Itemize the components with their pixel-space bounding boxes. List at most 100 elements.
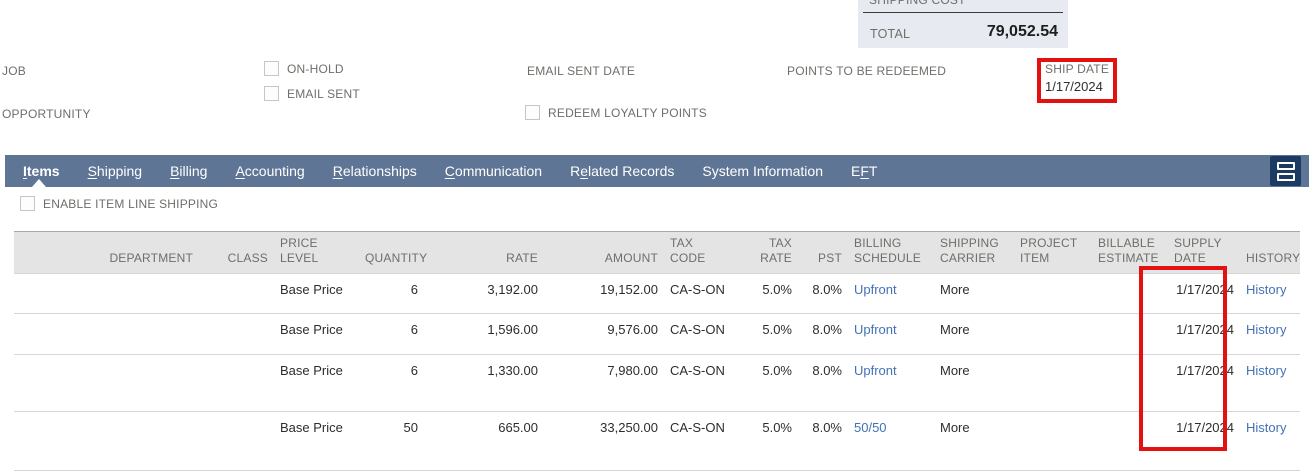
shipping-carrier-cell: More xyxy=(940,322,970,337)
tax-rate-cell: 5.0% xyxy=(762,282,792,297)
pst-cell: 8.0% xyxy=(812,363,842,378)
tax-code-cell: CA-S-ON xyxy=(670,420,725,435)
tab-communication[interactable]: Communication xyxy=(444,163,543,179)
rate-cell: 665.00 xyxy=(498,420,538,435)
enable-item-line-shipping-label: ENABLE ITEM LINE SHIPPING xyxy=(43,196,219,211)
pst-cell: 8.0% xyxy=(812,322,842,337)
class-cell xyxy=(199,355,274,412)
billable-estimate-cell xyxy=(1092,274,1168,314)
project-item-cell xyxy=(1014,274,1092,314)
billing-schedule-link[interactable]: 50/50 xyxy=(854,420,887,435)
checkbox-icon[interactable] xyxy=(20,196,35,211)
history-link[interactable]: History xyxy=(1246,420,1287,435)
layout-rows-icon[interactable] xyxy=(1270,156,1301,186)
table-row: Base Price 6 1,330.00 7,980.00 CA-S-ON 5.0% 8.… xyxy=(14,354,1300,412)
billing-schedule-link[interactable]: Upfront xyxy=(854,322,897,337)
supply-date-cell: 1/17/2024 xyxy=(1176,363,1234,378)
department-cell xyxy=(99,314,199,355)
department-cell xyxy=(99,355,199,412)
shipping-carrier-cell: More xyxy=(940,420,970,435)
col-supply-date: SUPPLY DATE xyxy=(1174,236,1222,265)
price-level-cell: Base Price xyxy=(280,282,343,297)
billable-estimate-cell xyxy=(1092,314,1168,355)
tax-code-cell: CA-S-ON xyxy=(670,322,725,337)
tax-code-cell: CA-S-ON xyxy=(670,363,725,378)
class-cell xyxy=(199,274,274,314)
total-value: 79,052.54 xyxy=(986,23,1058,40)
price-level-cell: Base Price xyxy=(280,322,343,337)
ship-date-field: SHIP DATE 1/17/2024 xyxy=(1045,62,1109,94)
total-label: TOTAL xyxy=(870,27,911,41)
order-summary-box: SHIPPING COST TOTAL 79,052.54 xyxy=(858,0,1068,48)
col-amount: AMOUNT xyxy=(604,251,658,265)
checkbox-icon[interactable] xyxy=(264,86,279,101)
checkbox-icon[interactable] xyxy=(264,61,279,76)
table-row: Base Price 50 665.00 33,250.00 CA-S-ON 5.0% 8.… xyxy=(14,411,1300,471)
items-table-body: Base Price 6 3,192.00 19,152.00 CA-S-ON 5.0% 8… xyxy=(14,273,1300,471)
project-item-cell xyxy=(1014,314,1092,355)
history-link[interactable]: History xyxy=(1246,322,1287,337)
ship-date-label: SHIP DATE xyxy=(1045,62,1110,76)
tab-accounting[interactable]: Accounting xyxy=(235,163,305,179)
shipping-cost-label: SHIPPING COST xyxy=(869,0,966,7)
tab-relationships[interactable]: Relationships xyxy=(332,163,417,179)
points-to-be-redeemed-label: POINTS TO BE REDEEMED xyxy=(787,64,947,78)
quantity-cell: 50 xyxy=(403,420,418,435)
on-hold-checkbox[interactable]: ON-HOLD xyxy=(264,61,344,76)
items-table: DEPARTMENT CLASS PRICE LEVEL QUANTITY RA… xyxy=(14,231,1300,471)
col-project-item: PROJECT ITEM xyxy=(1020,236,1078,265)
tab-shipping[interactable]: Shipping xyxy=(87,163,143,179)
class-cell xyxy=(199,314,274,355)
history-cell: History xyxy=(1240,314,1300,355)
col-tax-code: TAX CODE xyxy=(670,236,706,265)
redeem-loyalty-points-checkbox[interactable]: REDEEM LOYALTY POINTS xyxy=(525,105,707,120)
item-cell xyxy=(14,314,99,355)
shipping-carrier-cell: More xyxy=(940,363,970,378)
col-pst: PST xyxy=(818,251,842,265)
tax-rate-cell: 5.0% xyxy=(762,420,792,435)
price-level-cell: Base Price xyxy=(280,363,343,378)
enable-item-line-shipping-checkbox[interactable]: ENABLE ITEM LINE SHIPPING xyxy=(20,196,218,211)
tax-rate-cell: 5.0% xyxy=(762,322,792,337)
price-level-cell: Base Price xyxy=(280,420,343,435)
tab-eft[interactable]: EFT xyxy=(850,163,878,179)
job-label: JOB xyxy=(2,64,26,78)
amount-cell: 7,980.00 xyxy=(607,363,658,378)
tab-items[interactable]: Items xyxy=(23,163,60,179)
amount-cell: 9,576.00 xyxy=(607,322,658,337)
billing-schedule-cell: Upfront xyxy=(848,274,934,314)
item-cell xyxy=(14,412,99,471)
col-item xyxy=(14,232,99,274)
billing-schedule-cell: Upfront xyxy=(848,355,934,412)
tab-billing[interactable]: Billing xyxy=(170,163,208,179)
quantity-cell: 6 xyxy=(410,363,418,378)
history-link[interactable]: History xyxy=(1246,282,1287,297)
item-cell xyxy=(14,355,99,412)
col-billing-schedule: BILLING SCHEDULE xyxy=(854,236,921,265)
col-tax-rate: TAX RATE xyxy=(760,236,792,265)
tab-related-records[interactable]: Related Records xyxy=(570,163,675,179)
email-sent-checkbox[interactable]: EMAIL SENT xyxy=(264,86,360,101)
amount-cell: 33,250.00 xyxy=(600,420,658,435)
history-link[interactable]: History xyxy=(1246,363,1287,378)
row-bar-icon xyxy=(1276,172,1295,181)
project-item-cell xyxy=(1014,355,1092,412)
checkbox-icon[interactable] xyxy=(525,105,540,120)
active-tab-notch xyxy=(32,179,46,187)
subtab-bar: Items Shipping Billing Accounting Relati… xyxy=(5,155,1309,187)
rate-cell: 3,192.00 xyxy=(487,282,538,297)
tab-system-information[interactable]: System Information xyxy=(702,163,823,179)
supply-date-cell: 1/17/2024 xyxy=(1176,282,1234,297)
email-sent-label: EMAIL SENT xyxy=(287,86,360,101)
history-cell: History xyxy=(1240,412,1300,471)
billing-schedule-cell: Upfront xyxy=(848,314,934,355)
tax-code-cell: CA-S-ON xyxy=(670,282,725,297)
col-rate: RATE xyxy=(506,251,538,265)
class-cell xyxy=(199,412,274,471)
billing-schedule-link[interactable]: Upfront xyxy=(854,363,897,378)
opportunity-label: OPPORTUNITY xyxy=(2,107,91,121)
quantity-cell: 6 xyxy=(410,322,418,337)
billable-estimate-cell xyxy=(1092,412,1168,471)
table-row: Base Price 6 1,596.00 9,576.00 CA-S-ON 5.0% 8.… xyxy=(14,313,1300,355)
billing-schedule-link[interactable]: Upfront xyxy=(854,282,897,297)
